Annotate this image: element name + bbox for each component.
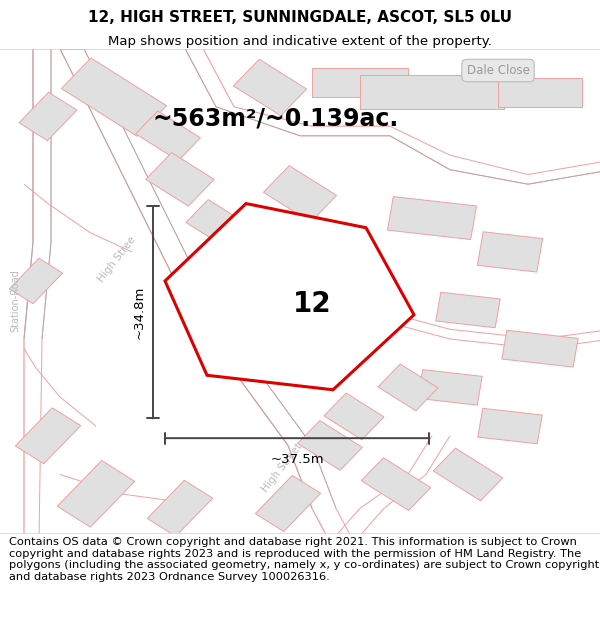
Polygon shape <box>19 92 77 141</box>
Polygon shape <box>256 476 320 531</box>
Polygon shape <box>360 76 504 109</box>
Polygon shape <box>298 421 362 470</box>
Text: Dale Close: Dale Close <box>467 64 529 77</box>
Text: Station-Road: Station-Road <box>10 269 20 332</box>
Polygon shape <box>146 152 214 206</box>
Polygon shape <box>263 166 337 222</box>
Text: 12, HIGH STREET, SUNNINGDALE, ASCOT, SL5 0LU: 12, HIGH STREET, SUNNINGDALE, ASCOT, SL5… <box>88 10 512 25</box>
Text: Map shows position and indicative extent of the property.: Map shows position and indicative extent… <box>108 35 492 48</box>
Polygon shape <box>388 197 476 239</box>
Polygon shape <box>148 481 212 536</box>
Text: Contains OS data © Crown copyright and database right 2021. This information is : Contains OS data © Crown copyright and d… <box>9 537 599 582</box>
Polygon shape <box>378 364 438 411</box>
Polygon shape <box>136 111 200 161</box>
Polygon shape <box>436 292 500 328</box>
Polygon shape <box>324 393 384 440</box>
Polygon shape <box>418 369 482 405</box>
Text: ~34.8m: ~34.8m <box>133 286 146 339</box>
Text: 12: 12 <box>293 289 332 318</box>
Text: High Street: High Street <box>260 441 304 494</box>
Polygon shape <box>361 458 431 511</box>
Polygon shape <box>478 408 542 444</box>
Polygon shape <box>233 59 307 116</box>
Polygon shape <box>433 448 503 501</box>
Polygon shape <box>10 258 62 304</box>
Polygon shape <box>186 199 246 246</box>
Polygon shape <box>57 461 135 527</box>
Text: ~37.5m: ~37.5m <box>270 452 324 466</box>
Text: ~563m²/~0.139ac.: ~563m²/~0.139ac. <box>153 107 399 131</box>
Polygon shape <box>165 204 414 390</box>
Polygon shape <box>16 408 80 464</box>
Polygon shape <box>312 68 408 97</box>
Polygon shape <box>478 232 542 272</box>
Polygon shape <box>61 58 167 136</box>
Polygon shape <box>502 330 578 367</box>
Polygon shape <box>498 78 582 107</box>
Text: High Stree: High Stree <box>96 234 138 284</box>
